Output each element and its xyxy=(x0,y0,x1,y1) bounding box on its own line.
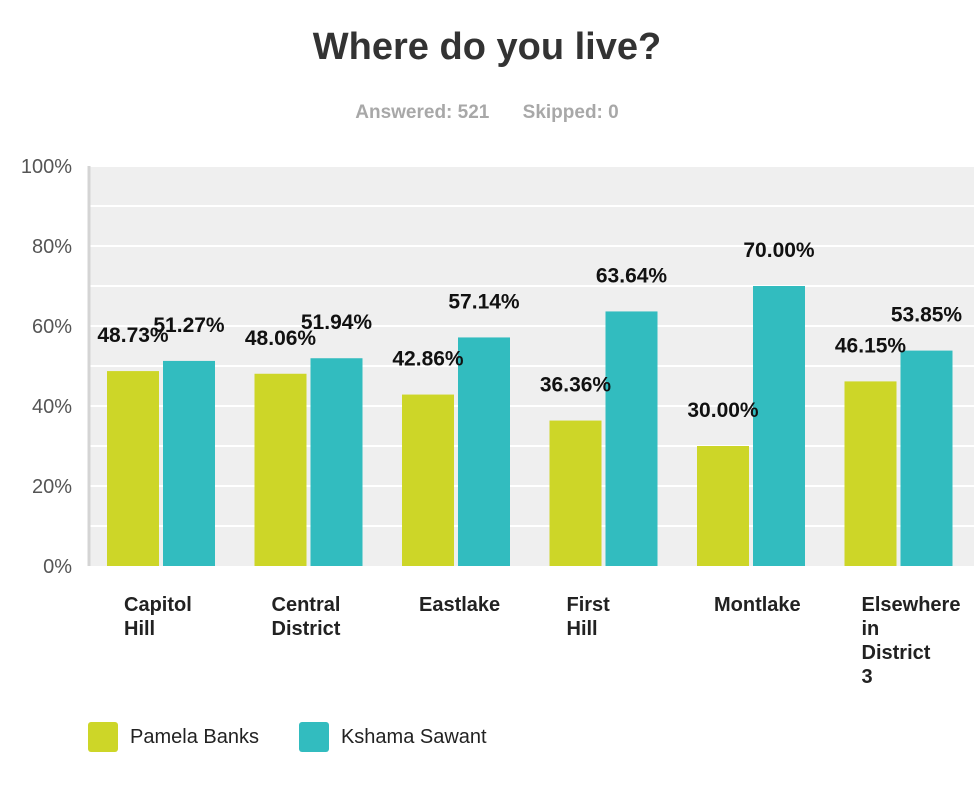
legend: Pamela Banks Kshama Sawant xyxy=(88,722,527,752)
legend-swatch xyxy=(88,722,118,752)
x-tick-label-line: Montlake xyxy=(714,594,801,616)
bar-pamela-banks xyxy=(254,373,307,566)
y-tick-label: 60% xyxy=(32,316,72,338)
x-tick-label: Montlake xyxy=(714,594,801,616)
x-tick-label-line: District xyxy=(272,618,341,640)
bar-pamela-banks xyxy=(549,420,602,566)
chart-title: Where do you live? xyxy=(312,26,662,68)
x-tick-label-line: Central xyxy=(272,594,341,616)
bar-pamela-banks xyxy=(697,446,749,566)
x-tick-label-line: 3 xyxy=(862,666,873,688)
data-label: 57.14% xyxy=(448,290,520,313)
x-tick-label-line: Elsewhere xyxy=(862,594,961,616)
bar-kshama-sawant xyxy=(900,350,953,566)
bar-kshama-sawant xyxy=(310,358,363,566)
legend-item-pamela-banks: Pamela Banks xyxy=(88,722,259,752)
x-tick-label: First Hill xyxy=(567,594,611,640)
x-tick-label-line: Capitol xyxy=(124,594,192,616)
data-label: 30.00% xyxy=(687,399,759,422)
response-stats: Answered: 521 Skipped: 0 xyxy=(0,102,974,124)
y-tick-label: 40% xyxy=(32,396,72,418)
x-tick-label-line: Eastlake xyxy=(419,594,500,616)
x-tick-label: Capitol Hill xyxy=(124,594,192,640)
skipped-count: Skipped: 0 xyxy=(522,102,619,123)
bar-kshama-sawant xyxy=(458,337,510,566)
x-tick-label-line: District xyxy=(862,642,931,664)
bar-kshama-sawant xyxy=(605,311,658,566)
x-tick-label-line: Hill xyxy=(567,618,598,640)
data-label: 53.85% xyxy=(891,304,963,327)
x-tick-label: Eastlake xyxy=(419,594,500,616)
bar-kshama-sawant xyxy=(753,286,805,566)
legend-label: Kshama Sawant xyxy=(340,725,487,748)
bar-chart: 0% 20% 40% 60% 80% 100% 48.73% 48.06% 42.86% 36.… xyxy=(21,156,974,688)
data-label: 42.86% xyxy=(392,348,464,371)
data-label: 36.36% xyxy=(540,374,612,397)
legend-item-kshama-sawant: Kshama Sawant xyxy=(298,722,487,752)
data-label: 48.06% xyxy=(245,327,317,350)
legend-label: Pamela Banks xyxy=(130,725,259,748)
bar-pamela-banks xyxy=(402,394,454,566)
x-tick-label-line: Hill xyxy=(124,618,155,640)
data-label: 70.00% xyxy=(743,239,815,262)
bar-kshama-sawant xyxy=(163,360,215,566)
answered-count: Answered: 521 xyxy=(355,102,490,123)
x-tick-label-line: First xyxy=(567,594,611,616)
bar-pamela-banks xyxy=(844,381,897,566)
x-tick-label: Elsewhere in District 3 xyxy=(862,594,961,688)
x-tick-label: Central District xyxy=(272,594,341,640)
data-label: 51.94% xyxy=(301,311,373,334)
y-tick-label: 20% xyxy=(32,476,72,498)
y-tick-label: 0% xyxy=(43,556,72,578)
data-label: 48.73% xyxy=(97,324,169,347)
data-label: 51.27% xyxy=(153,314,225,337)
data-label: 63.64% xyxy=(596,264,668,287)
y-tick-label: 100% xyxy=(21,156,72,178)
x-tick-label-line: in xyxy=(862,618,880,640)
bar-pamela-banks xyxy=(107,371,159,566)
y-tick-label: 80% xyxy=(32,236,72,258)
legend-swatch xyxy=(298,722,329,752)
data-label: 46.15% xyxy=(835,334,907,357)
